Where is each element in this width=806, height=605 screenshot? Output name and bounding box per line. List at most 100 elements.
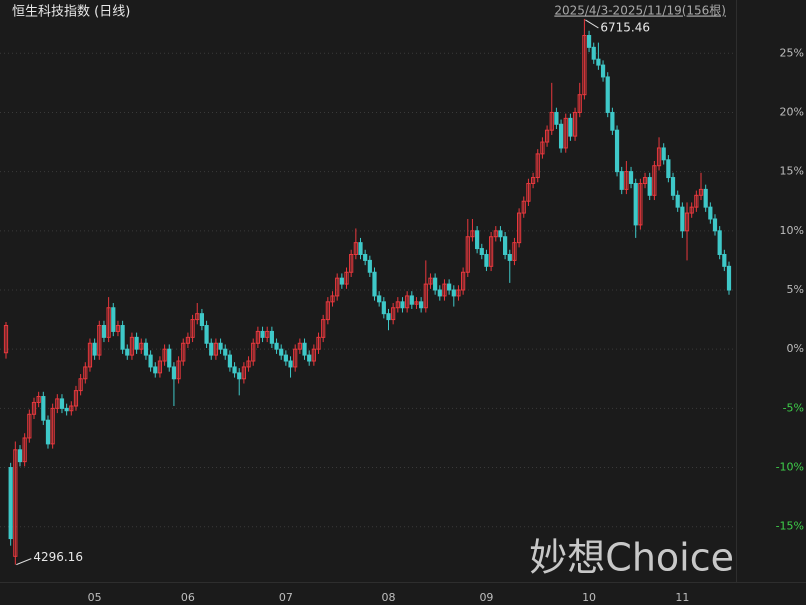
- candle-body: [363, 253, 368, 261]
- watermark: 妙想Choice: [529, 536, 734, 580]
- candle-body: [59, 398, 65, 409]
- candle-body: [656, 147, 662, 167]
- y-tick-label: -10%: [776, 461, 804, 474]
- candle-body: [265, 330, 270, 338]
- candle-body: [647, 177, 652, 196]
- candle-body: [489, 236, 494, 267]
- candle-body: [708, 206, 713, 220]
- candle-body: [675, 194, 680, 208]
- range-label: 2025/4/3-2025/11/19(156根): [554, 4, 726, 18]
- candle-body: [134, 336, 139, 350]
- candle-body: [302, 342, 307, 356]
- candle-body: [13, 449, 18, 557]
- candle-body: [465, 236, 470, 273]
- candle-body: [50, 407, 55, 445]
- y-tick-label: 15%: [780, 165, 804, 178]
- candle-body: [36, 396, 41, 403]
- candle-body: [628, 171, 634, 184]
- candle-body: [143, 342, 149, 356]
- candle-body: [377, 295, 382, 303]
- candle-body: [190, 319, 195, 338]
- candle-body: [279, 348, 284, 356]
- candle-body: [8, 467, 13, 540]
- candle-body: [433, 277, 438, 291]
- candle-body: [251, 342, 256, 362]
- candle-body: [419, 301, 424, 309]
- candle-body: [521, 200, 526, 214]
- candle-body: [344, 271, 349, 285]
- candle-body: [330, 295, 335, 303]
- candle-body: [428, 277, 433, 285]
- candle-body: [293, 348, 298, 368]
- candle-body: [213, 342, 219, 356]
- candle-body: [311, 348, 316, 362]
- candle-body: [209, 342, 214, 356]
- candle-body: [321, 319, 326, 338]
- candle-body: [540, 141, 545, 155]
- candle-body: [129, 336, 135, 356]
- candle-body: [232, 366, 237, 374]
- y-tick-label: -5%: [783, 401, 804, 414]
- candle-body: [288, 360, 293, 368]
- candle-body: [148, 354, 153, 368]
- candle-body: [642, 177, 648, 184]
- candle-body: [237, 372, 242, 380]
- candle-body: [652, 165, 657, 196]
- candle-body: [666, 159, 671, 179]
- candle-body: [409, 295, 414, 305]
- candle-body: [111, 307, 116, 332]
- candle-body: [479, 248, 484, 255]
- candle-body: [600, 64, 606, 78]
- candle-body: [64, 407, 69, 412]
- candle-body: [339, 277, 344, 285]
- candle-body: [572, 111, 578, 137]
- candle-body: [153, 366, 158, 374]
- x-tick-label: 09: [479, 591, 493, 604]
- candle-body: [516, 212, 522, 244]
- candle-body: [558, 123, 564, 149]
- candle-body: [283, 354, 288, 362]
- candle-body: [684, 212, 690, 232]
- candle-body: [297, 342, 302, 350]
- candle-body: [115, 325, 121, 332]
- candle-body: [591, 46, 596, 60]
- candle-body: [78, 378, 83, 392]
- candle-body: [456, 289, 461, 297]
- candle-body: [633, 182, 638, 226]
- candle-body: [167, 348, 172, 368]
- candle-body: [353, 242, 358, 255]
- high-annotation: 6715.46: [600, 20, 650, 34]
- candle-body: [181, 342, 186, 362]
- candle-body: [241, 366, 246, 380]
- candle-body: [106, 307, 111, 338]
- candle-body: [400, 301, 405, 309]
- candle-body: [255, 330, 260, 344]
- candle-body: [157, 360, 163, 374]
- candle-body: [526, 182, 531, 202]
- candle-body: [535, 153, 540, 179]
- candle-body: [610, 111, 615, 131]
- candle-body: [69, 405, 74, 412]
- candle-body: [176, 360, 181, 380]
- annotation-arrow: [16, 558, 32, 566]
- candle-body: [120, 325, 125, 350]
- y-tick-label: 0%: [787, 342, 804, 355]
- x-tick-label: 07: [279, 591, 293, 604]
- candle-body: [307, 354, 312, 362]
- candle-body: [223, 348, 228, 356]
- candle-body: [27, 413, 32, 439]
- candle-body: [55, 398, 60, 409]
- y-tick-label: 20%: [780, 105, 804, 118]
- candle-body: [470, 230, 475, 238]
- candle-body: [139, 342, 144, 350]
- y-tick-label: 5%: [787, 283, 804, 296]
- candle-body: [698, 188, 704, 196]
- candle-body: [185, 336, 191, 344]
- candle-body: [484, 253, 489, 267]
- y-tick-label: 10%: [780, 224, 804, 237]
- candle-body: [3, 325, 9, 354]
- candle-body: [227, 354, 232, 368]
- candle-body: [503, 236, 508, 255]
- candle-body: [125, 348, 130, 356]
